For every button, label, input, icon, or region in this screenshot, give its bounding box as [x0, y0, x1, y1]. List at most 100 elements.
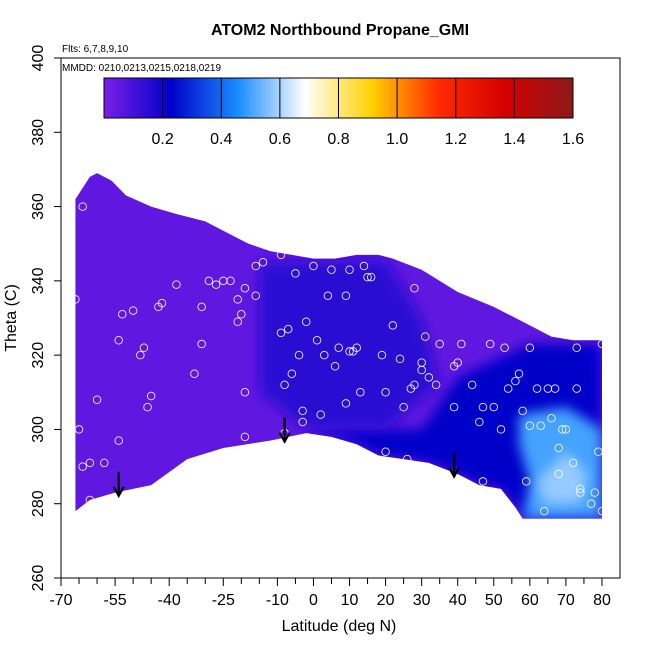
observation-point — [381, 388, 390, 397]
observation-point — [237, 310, 246, 319]
observation-point — [536, 421, 545, 430]
x-tick-label: -40 — [158, 592, 181, 609]
observation-point — [85, 458, 95, 468]
y-tick-label: 400 — [30, 45, 47, 72]
observation-point — [251, 291, 260, 300]
observation-point — [572, 343, 581, 352]
observation-point — [359, 261, 369, 271]
region-central-mid — [259, 258, 440, 430]
observation-point — [172, 280, 181, 289]
observation-point — [410, 284, 419, 293]
colorbar-tick-label-6: 1.4 — [503, 131, 525, 148]
observation-point — [352, 343, 361, 352]
observation-point — [511, 376, 520, 386]
observation-point — [424, 373, 434, 382]
observation-point — [114, 336, 123, 345]
flight-arrow-1 — [278, 417, 291, 444]
observation-point — [291, 269, 300, 278]
observation-point — [287, 369, 297, 378]
flight-arrow-0 — [112, 471, 125, 499]
observation-point — [399, 402, 408, 412]
observation-point — [572, 384, 581, 393]
x-tick-label: 10 — [341, 592, 359, 609]
chart-title: ATOM2 Northbound Propane_GMI — [211, 22, 469, 39]
observation-point — [561, 425, 571, 434]
colorbar-ticks: 0.2 0.4 0.6 0.8 1.0 1.2 1.4 1.6 — [152, 78, 584, 148]
x-tick-label: 40 — [449, 592, 467, 609]
observation-point — [114, 436, 123, 445]
observation-point — [226, 276, 235, 286]
flight-arrows — [112, 417, 461, 499]
x-tick-label: 80 — [593, 592, 611, 609]
observation-point — [496, 425, 506, 434]
observation-point — [280, 380, 289, 390]
y-tick-label: 300 — [30, 416, 47, 443]
observation-point — [118, 310, 127, 319]
observation-point — [251, 261, 260, 271]
observation-point — [525, 343, 535, 352]
observation-point — [341, 291, 351, 300]
observation-point — [485, 339, 495, 349]
observation-point — [197, 302, 206, 312]
observation-point — [366, 272, 376, 282]
observation-point — [547, 414, 556, 423]
x-tick-label: 70 — [557, 592, 575, 609]
observation-point — [590, 488, 600, 497]
colorbar-tick-label-7: 1.6 — [562, 131, 584, 148]
observation-point — [467, 380, 477, 390]
observation-point — [345, 265, 354, 274]
x-tick-label: -55 — [104, 592, 127, 609]
x-axis-label: Latitude (deg N) — [282, 618, 397, 635]
observation-point — [157, 298, 167, 308]
observation-point — [298, 406, 307, 416]
observation-point — [377, 350, 387, 360]
x-tick-label: -10 — [266, 592, 289, 609]
observation-point — [381, 447, 390, 456]
plot-frame — [60, 57, 621, 579]
observation-point — [190, 369, 199, 378]
observation-point — [431, 380, 441, 390]
colorbar-tick-label-0: 0.2 — [152, 131, 174, 148]
observation-point — [78, 462, 87, 471]
observation-point — [327, 265, 336, 274]
x-tick-label: -70 — [49, 592, 72, 609]
observation-point — [597, 506, 607, 516]
observation-point — [233, 317, 242, 326]
observation-point — [334, 343, 343, 352]
observation-point — [540, 506, 549, 516]
x-tick-label: 0 — [309, 592, 318, 609]
y-tick-label: 280 — [30, 490, 47, 517]
observation-point — [532, 384, 542, 393]
observation-point — [500, 343, 509, 352]
observation-point — [276, 328, 286, 338]
observation-point — [312, 336, 322, 345]
observation-point — [294, 350, 304, 360]
observation-point — [576, 484, 585, 494]
observation-point — [258, 258, 268, 267]
observation-point — [330, 362, 340, 371]
observation-point — [240, 432, 250, 442]
observation-point — [475, 417, 484, 427]
observation-point — [554, 469, 563, 479]
observation-point — [197, 339, 206, 349]
observation-point — [518, 406, 527, 416]
observation-point — [521, 477, 531, 486]
x-tick-label: 60 — [521, 592, 539, 609]
observation-point — [345, 347, 354, 356]
observation-point — [143, 402, 152, 412]
observation-point — [576, 488, 585, 497]
observation-point — [341, 399, 351, 408]
x-tick-label: 30 — [413, 592, 431, 609]
observation-point — [514, 369, 524, 378]
observation-point — [204, 276, 214, 286]
observation-point — [388, 321, 398, 330]
y-tick-label: 340 — [30, 267, 47, 294]
observation-point — [449, 402, 459, 412]
observation-point — [283, 324, 293, 334]
observation-point — [298, 417, 307, 427]
y-tick-label: 380 — [30, 119, 47, 146]
observation-point — [136, 350, 145, 360]
y-tick-label: 260 — [30, 565, 47, 592]
region-enhanced-core — [537, 451, 588, 504]
